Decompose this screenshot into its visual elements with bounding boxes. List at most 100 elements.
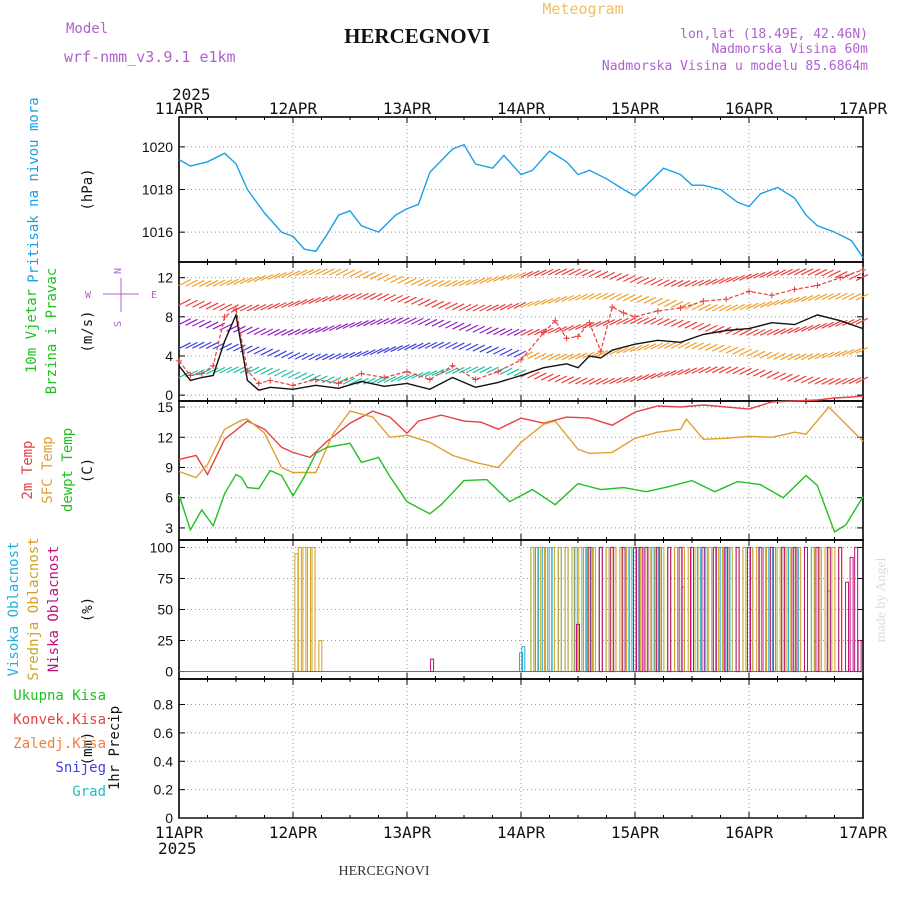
wind-barb [185,299,198,307]
y-tick-label: 0.2 [154,782,174,798]
wind-barb [274,301,287,310]
wind-barb [814,322,828,330]
wind-barb [636,344,650,352]
wind-barb [438,279,451,288]
wind-barb [363,271,376,279]
wind-barb [438,368,451,376]
wind-barb [828,350,841,358]
wind-barb [848,347,862,355]
wind-barb [855,274,869,282]
wind-barb [718,276,732,284]
y-tick-label: 0 [165,664,173,680]
wind-barb [192,369,205,377]
gust-marker [221,313,228,320]
wind-barb [335,293,349,301]
wind-barb [198,279,212,288]
cloud-bar [306,546,311,673]
wind-barb [643,343,657,351]
wind-barb [513,301,527,309]
wind-barb [438,341,451,349]
wind-barb [369,293,383,301]
wind-barb [424,318,438,326]
wind-barb [246,346,260,354]
temperature-series-sfc-temp [178,405,864,479]
wind-barb [465,343,479,351]
wind-barb [267,272,280,280]
wind-barb [787,268,800,276]
cloud-bar [747,546,751,673]
wind-barb [766,352,780,360]
wind-barb [534,269,547,277]
wind-barb [390,294,404,302]
wind-barb [226,304,239,312]
wind-barb [192,319,205,327]
gust-marker [426,376,433,383]
y-tick-label: 15 [157,399,173,415]
wind-barb [794,268,807,276]
wind-barb [308,374,321,382]
wind-barb [431,319,445,327]
gust-marker [255,380,262,387]
wind-label: Brzina i Pravac [44,268,60,394]
cloud-bar [694,546,699,673]
bottom-date-label: 17APR [839,823,888,842]
wind-barb [540,373,554,381]
wind-barb [239,304,253,312]
wind-barb [397,344,410,352]
wind-barb [691,279,704,287]
wind-barb [363,292,376,300]
wind-barb [178,342,191,350]
wind-barb [383,274,397,282]
gust-marker [791,286,798,293]
wind-barb [356,350,369,358]
cloud-bar [644,546,649,673]
wind-barb [698,323,711,331]
wind-barb [253,347,267,355]
wind-barb [746,368,759,376]
wind-barb [773,328,787,336]
wind-barb [458,342,472,351]
wind-barb [780,373,793,381]
wind-barb [739,273,752,281]
wind-barb [178,279,191,287]
wind-barb [506,302,520,310]
cloud-bar [826,546,831,673]
wind-barb [246,366,260,374]
cloud-bar [701,546,706,673]
precip-legend-item: Konvek.Kisa [13,712,106,728]
wind-barb [322,268,335,276]
y-tick-label: 0 [165,387,173,403]
cloud-bar [728,546,733,673]
compass-east: E [151,290,157,301]
wind-barb [807,268,821,276]
wind-barb [527,352,540,360]
wind-barb [752,328,766,337]
cloud-bar [838,546,843,673]
gust-marker [290,382,296,389]
wind-barb [739,303,752,311]
cloud-bar [318,640,323,673]
y-tick-label: 1018 [142,182,173,198]
gust-marker [518,356,524,363]
cloud-bar [576,623,580,673]
wind-barb [581,377,595,385]
wind-barb [404,277,417,285]
wind-barb [698,279,711,287]
wind-barb [527,371,540,379]
wind-barb [841,292,855,300]
wind-barb [431,279,445,287]
wind-barb [746,272,759,280]
wind-barb [705,304,718,312]
wind-barb [540,297,554,305]
wind-barb [322,353,335,361]
wind-barb [629,317,643,325]
wind-barb [828,320,841,328]
wind-barb [575,293,588,301]
wind-barb [595,350,609,358]
wind-barb [588,270,602,278]
wind-barb [260,328,274,336]
gust-marker [210,362,217,369]
bottom-year-label: 2025 [158,839,197,858]
wind-barb [506,368,520,376]
wind-barb [602,292,616,300]
